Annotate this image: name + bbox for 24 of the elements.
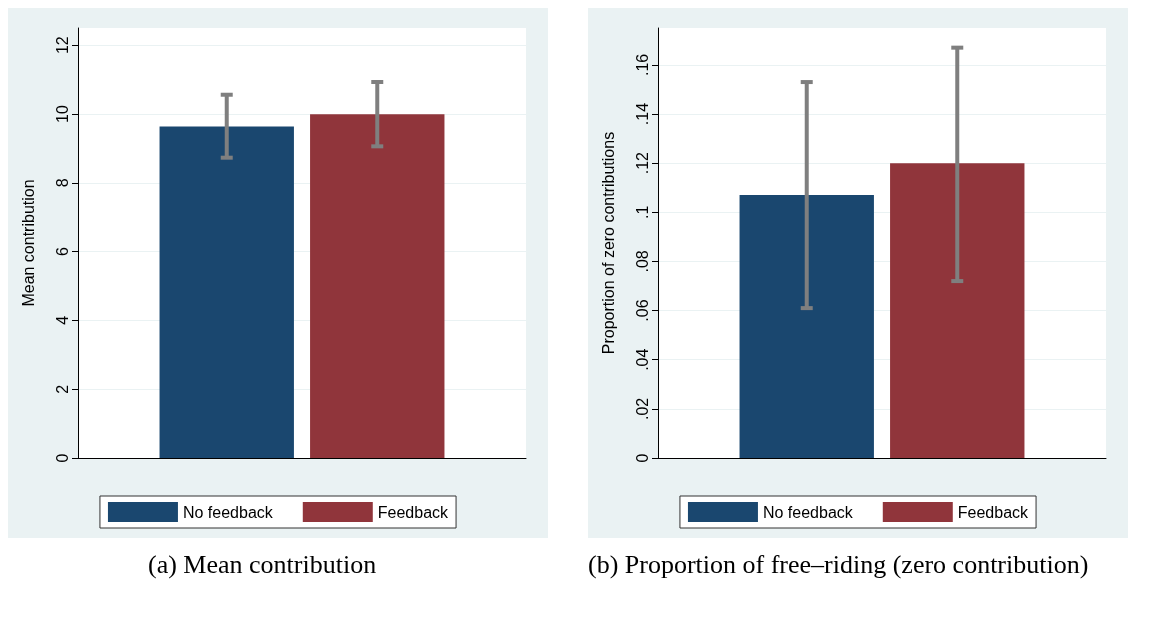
y-tick-label: 2 xyxy=(53,384,71,394)
y-axis-title: Mean contribution xyxy=(19,179,37,307)
legend-label: No feedback xyxy=(182,503,274,521)
y-tick-label: 0 xyxy=(53,453,71,463)
y-tick-label: .12 xyxy=(633,151,651,175)
y-tick-label: 8 xyxy=(53,178,71,188)
y-axis-title: Proportion of zero contributions xyxy=(599,131,617,355)
y-tick-label: 12 xyxy=(53,36,71,55)
y-tick-label: .1 xyxy=(633,205,651,219)
y-tick-label: .04 xyxy=(633,348,651,371)
y-tick-label: 4 xyxy=(53,315,71,325)
legend-label: Feedback xyxy=(377,503,450,521)
y-tick-label: .16 xyxy=(633,53,651,76)
y-tick-label: .02 xyxy=(633,397,651,420)
y-tick-label: .06 xyxy=(633,299,651,322)
y-tick-label: 6 xyxy=(53,247,71,257)
text: (b) Proportion of free–riding (zero contribution) xyxy=(588,550,1090,580)
text: (a) Mean contribution xyxy=(147,550,378,580)
legend-label: Feedback xyxy=(957,503,1030,521)
y-tick-label: .14 xyxy=(633,102,651,126)
legend-label: No feedback xyxy=(762,503,854,521)
y-tick-label: 10 xyxy=(53,105,71,123)
y-tick-label: .08 xyxy=(633,250,651,273)
y-tick-label: 0 xyxy=(633,453,651,463)
